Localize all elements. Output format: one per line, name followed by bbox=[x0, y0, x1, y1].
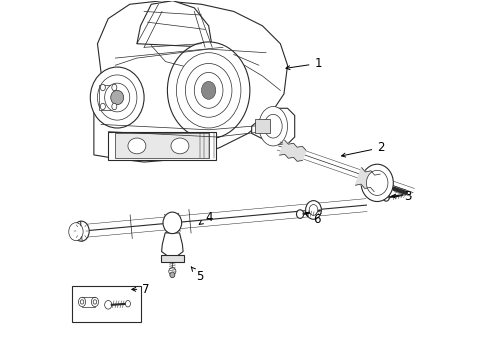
Ellipse shape bbox=[185, 63, 231, 117]
Ellipse shape bbox=[73, 221, 89, 241]
Ellipse shape bbox=[360, 164, 392, 202]
Bar bbox=[72, 286, 140, 321]
Polygon shape bbox=[161, 233, 183, 257]
Text: 4: 4 bbox=[199, 211, 212, 224]
Polygon shape bbox=[355, 168, 380, 192]
Ellipse shape bbox=[80, 300, 83, 304]
Ellipse shape bbox=[308, 204, 317, 215]
Text: 1: 1 bbox=[285, 57, 321, 70]
Bar bbox=[99, 85, 118, 110]
Polygon shape bbox=[164, 213, 180, 233]
Ellipse shape bbox=[112, 84, 117, 91]
Ellipse shape bbox=[100, 84, 105, 91]
Ellipse shape bbox=[194, 72, 223, 108]
Ellipse shape bbox=[91, 297, 99, 307]
Ellipse shape bbox=[104, 83, 129, 112]
Text: 7: 7 bbox=[132, 283, 149, 296]
Ellipse shape bbox=[97, 75, 137, 120]
Ellipse shape bbox=[110, 90, 123, 105]
Ellipse shape bbox=[69, 223, 83, 240]
Ellipse shape bbox=[163, 212, 182, 234]
Text: 2: 2 bbox=[341, 141, 384, 157]
Ellipse shape bbox=[171, 138, 188, 154]
Bar bbox=[108, 132, 215, 160]
Ellipse shape bbox=[167, 42, 249, 139]
Polygon shape bbox=[94, 1, 287, 162]
Ellipse shape bbox=[168, 268, 176, 275]
Ellipse shape bbox=[93, 300, 97, 304]
Ellipse shape bbox=[125, 301, 130, 307]
Ellipse shape bbox=[296, 210, 303, 219]
Ellipse shape bbox=[104, 301, 112, 309]
Ellipse shape bbox=[201, 81, 215, 99]
Ellipse shape bbox=[112, 103, 117, 110]
Ellipse shape bbox=[258, 107, 287, 146]
Bar bbox=[115, 134, 208, 158]
Polygon shape bbox=[137, 1, 212, 47]
Ellipse shape bbox=[382, 193, 388, 201]
Ellipse shape bbox=[78, 297, 85, 307]
Ellipse shape bbox=[264, 114, 282, 138]
Ellipse shape bbox=[128, 138, 145, 154]
Ellipse shape bbox=[90, 67, 144, 128]
Ellipse shape bbox=[169, 272, 175, 278]
Polygon shape bbox=[251, 108, 294, 144]
Text: 5: 5 bbox=[191, 267, 203, 283]
Ellipse shape bbox=[176, 53, 241, 128]
Bar bbox=[255, 119, 269, 134]
Ellipse shape bbox=[100, 103, 105, 110]
Text: 6: 6 bbox=[305, 212, 320, 226]
Polygon shape bbox=[279, 140, 305, 161]
Text: 3: 3 bbox=[391, 190, 410, 203]
Ellipse shape bbox=[305, 201, 321, 219]
Bar bbox=[161, 255, 183, 262]
Ellipse shape bbox=[366, 170, 387, 195]
